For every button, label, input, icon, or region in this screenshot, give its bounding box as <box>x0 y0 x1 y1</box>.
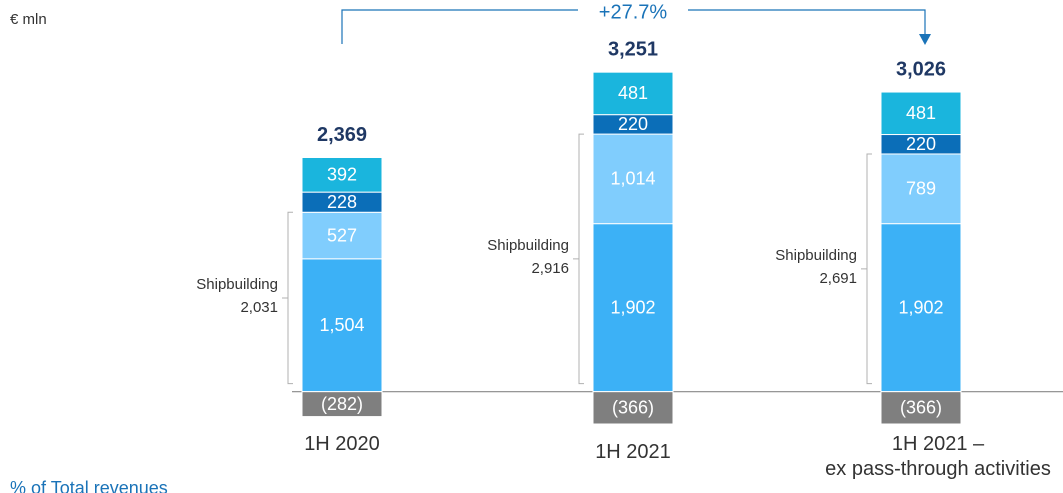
bracket-value: 2,916 <box>531 260 569 277</box>
bar-segment <box>592 223 674 393</box>
bracket-label: Shipbuilding <box>196 276 278 293</box>
segment-label: 228 <box>327 192 357 212</box>
bar-segment <box>880 91 962 136</box>
growth-label-bg <box>578 0 688 24</box>
bracket <box>282 211 293 385</box>
segment-label: 481 <box>906 103 936 123</box>
segment-label: 220 <box>618 114 648 134</box>
footer: % of Total revenues <box>10 478 168 493</box>
bracket-label: Shipbuilding <box>487 237 569 254</box>
segment-label: (282) <box>321 394 363 414</box>
segment-label: 1,014 <box>610 169 655 189</box>
bar-segment <box>301 391 383 418</box>
bracket-label: Shipbuilding <box>775 247 857 264</box>
bracket-value: 2,691 <box>819 270 857 287</box>
bar-segment <box>301 156 383 193</box>
bar-segment <box>880 223 962 393</box>
arrow-head <box>919 34 931 45</box>
category-label: 1H 2021 <box>595 441 671 463</box>
bar-segment <box>592 71 674 116</box>
segment-label: 1,902 <box>610 297 655 317</box>
segment-label: 392 <box>327 165 357 185</box>
bar-segment <box>592 133 674 225</box>
category-label: 1H 2020 <box>304 433 380 455</box>
bar-segment <box>880 391 962 425</box>
bar-segment <box>301 211 383 260</box>
total-label: 2,369 <box>317 124 367 146</box>
segment-label: (366) <box>900 398 942 418</box>
total-label: 3,026 <box>896 58 946 80</box>
bar-segment <box>592 391 674 425</box>
bracket <box>861 153 872 385</box>
bar-segment <box>880 153 962 225</box>
segment-label: 481 <box>618 83 648 103</box>
total-label: 3,251 <box>608 38 658 60</box>
segment-label: 1,902 <box>898 297 943 317</box>
unit-label: € mln <box>10 11 47 28</box>
category-label: 1H 2021 – ex pass-through activities <box>825 433 1051 480</box>
growth-label: +27.7% <box>599 1 668 23</box>
segment-label: 789 <box>906 179 936 199</box>
segment-label: 1,504 <box>319 315 364 335</box>
segment-label: 527 <box>327 225 357 245</box>
bracket <box>573 133 584 385</box>
segment-label: (366) <box>612 398 654 418</box>
bracket-value: 2,031 <box>240 299 278 316</box>
segment-label: 220 <box>906 134 936 154</box>
